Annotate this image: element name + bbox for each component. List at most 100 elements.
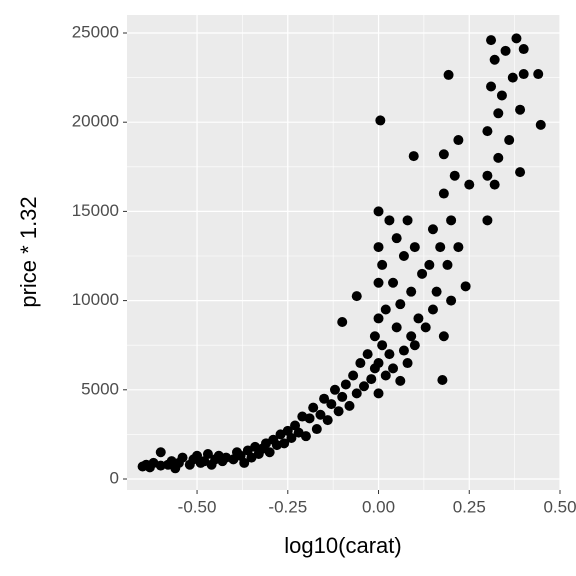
point: [304, 413, 315, 424]
x-axis-title: log10(carat): [284, 533, 401, 558]
point: [311, 424, 322, 435]
point: [239, 457, 250, 468]
point: [373, 277, 384, 288]
x-tick-label: 0.00: [362, 497, 395, 516]
point: [446, 215, 457, 226]
point: [442, 259, 453, 270]
point: [446, 295, 457, 306]
point: [533, 69, 544, 80]
y-tick-label: 10000: [72, 290, 119, 309]
point: [340, 379, 351, 390]
point: [435, 242, 446, 253]
x-tick-label: -0.25: [268, 497, 307, 516]
point: [384, 349, 395, 360]
point: [413, 313, 424, 324]
point: [406, 331, 417, 342]
y-tick-label: 25000: [72, 22, 119, 41]
point: [464, 179, 475, 190]
point: [482, 126, 493, 137]
point: [486, 81, 497, 92]
point: [493, 108, 504, 119]
point: [337, 391, 348, 402]
point: [279, 438, 290, 449]
point: [369, 331, 380, 342]
point: [155, 460, 166, 471]
point: [377, 340, 388, 351]
point: [511, 33, 522, 44]
point: [424, 259, 435, 270]
point: [373, 358, 384, 369]
point: [449, 170, 460, 181]
point: [417, 268, 428, 279]
point: [329, 384, 340, 395]
point: [518, 44, 529, 55]
point: [326, 399, 337, 410]
point: [362, 349, 373, 360]
point: [359, 381, 370, 392]
point: [377, 259, 388, 270]
point: [395, 299, 406, 310]
x-tick-label: 0.50: [543, 497, 576, 516]
point: [438, 331, 449, 342]
point: [286, 432, 297, 443]
point: [155, 447, 166, 458]
point: [384, 215, 395, 226]
point: [406, 286, 417, 297]
point: [437, 374, 448, 385]
point: [486, 35, 497, 46]
point: [515, 167, 526, 178]
point: [515, 104, 526, 115]
point: [427, 304, 438, 315]
point: [443, 69, 454, 80]
point: [373, 206, 384, 217]
point: [375, 115, 386, 126]
point: [373, 242, 384, 253]
x-tick-label: 0.25: [453, 497, 486, 516]
y-tick-label: 20000: [72, 112, 119, 131]
point: [504, 135, 515, 146]
point: [373, 388, 384, 399]
point: [518, 69, 529, 80]
point: [373, 313, 384, 324]
point: [380, 304, 391, 315]
point: [408, 151, 419, 162]
point: [507, 72, 518, 83]
y-tick-label: 0: [110, 468, 119, 487]
point: [493, 152, 504, 163]
point: [398, 345, 409, 356]
point: [391, 322, 402, 333]
point: [460, 281, 471, 292]
point: [300, 431, 311, 442]
point: [398, 250, 409, 261]
point: [409, 242, 420, 253]
point: [177, 452, 188, 463]
point: [496, 90, 507, 101]
point: [402, 215, 413, 226]
point: [337, 317, 348, 328]
point: [319, 393, 330, 404]
point: [333, 406, 344, 417]
y-axis-title: price * 1.32: [16, 196, 41, 307]
point: [315, 409, 326, 420]
point: [535, 119, 546, 130]
y-tick-label: 5000: [81, 379, 119, 398]
y-tick-label: 15000: [72, 201, 119, 220]
point: [388, 363, 399, 374]
point: [453, 135, 464, 146]
point: [380, 370, 391, 381]
point: [438, 149, 449, 160]
point: [391, 233, 402, 244]
point: [500, 45, 511, 56]
point: [482, 215, 493, 226]
point: [482, 170, 493, 181]
point: [366, 374, 377, 385]
point: [344, 400, 355, 411]
point: [355, 358, 366, 369]
point: [402, 358, 413, 369]
point: [409, 340, 420, 351]
point: [427, 224, 438, 235]
point: [322, 415, 333, 426]
point: [351, 388, 362, 399]
